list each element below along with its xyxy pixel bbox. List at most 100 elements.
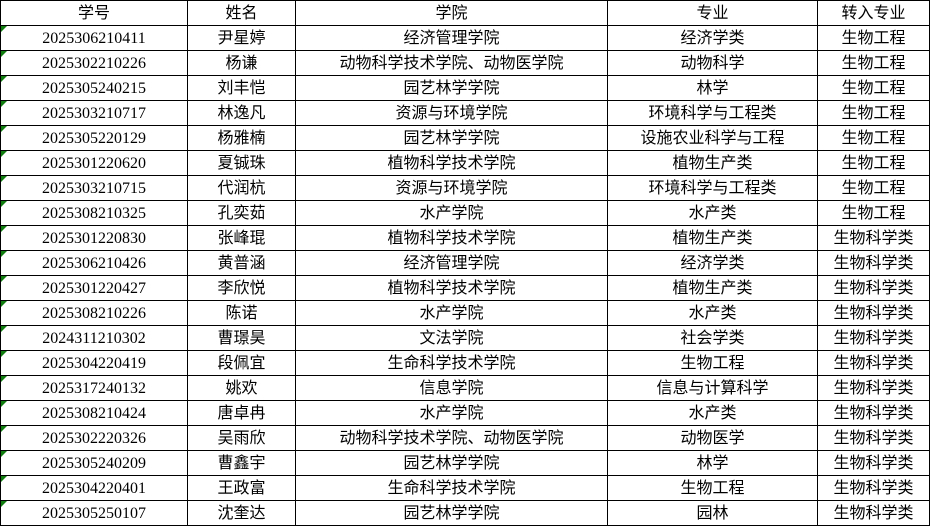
cell-student-id[interactable]: 2025308210325 xyxy=(0,200,188,226)
cell-student-id[interactable]: 2024311210302 xyxy=(0,325,188,351)
cell-college[interactable]: 经济管理学院 xyxy=(295,250,608,276)
cell-major[interactable]: 环境科学与工程类 xyxy=(607,175,818,201)
cell-college[interactable]: 水产学院 xyxy=(295,300,608,326)
cell-name[interactable]: 王政富 xyxy=(187,475,296,501)
cell-student-id[interactable]: 2025301220427 xyxy=(0,275,188,301)
cell-target-major[interactable]: 生物工程 xyxy=(817,25,930,51)
cell-name[interactable]: 段佩宜 xyxy=(187,350,296,376)
cell-student-id[interactable]: 2025306210411 xyxy=(0,25,188,51)
cell-target-major[interactable]: 生物工程 xyxy=(817,75,930,101)
header-cell-college[interactable]: 学院 xyxy=(295,0,608,26)
cell-target-major[interactable]: 生物工程 xyxy=(817,100,930,126)
cell-major[interactable]: 经济学类 xyxy=(607,250,818,276)
cell-name[interactable]: 孔奕茹 xyxy=(187,200,296,226)
cell-major[interactable]: 经济学类 xyxy=(607,25,818,51)
cell-college[interactable]: 园艺林学学院 xyxy=(295,450,608,476)
cell-target-major[interactable]: 生物科学类 xyxy=(817,225,930,251)
cell-target-major[interactable]: 生物工程 xyxy=(817,150,930,176)
cell-name[interactable]: 林逸凡 xyxy=(187,100,296,126)
cell-name[interactable]: 杨谦 xyxy=(187,50,296,76)
cell-college[interactable]: 园艺林学学院 xyxy=(295,500,608,526)
cell-target-major[interactable]: 生物工程 xyxy=(817,175,930,201)
cell-major[interactable]: 林学 xyxy=(607,75,818,101)
cell-college[interactable]: 资源与环境学院 xyxy=(295,100,608,126)
cell-target-major[interactable]: 生物科学类 xyxy=(817,375,930,401)
cell-name[interactable]: 吴雨欣 xyxy=(187,425,296,451)
cell-student-id[interactable]: 2025305220129 xyxy=(0,125,188,151)
cell-name[interactable]: 刘丰恺 xyxy=(187,75,296,101)
cell-college[interactable]: 动物科学技术学院、动物医学院 xyxy=(295,425,608,451)
cell-major[interactable]: 信息与计算科学 xyxy=(607,375,818,401)
cell-name[interactable]: 黄普涵 xyxy=(187,250,296,276)
cell-major[interactable]: 植物生产类 xyxy=(607,150,818,176)
cell-major[interactable]: 社会学类 xyxy=(607,325,818,351)
cell-name[interactable]: 沈奎达 xyxy=(187,500,296,526)
cell-student-id[interactable]: 2025308210424 xyxy=(0,400,188,426)
cell-target-major[interactable]: 生物科学类 xyxy=(817,250,930,276)
cell-target-major[interactable]: 生物科学类 xyxy=(817,400,930,426)
cell-target-major[interactable]: 生物科学类 xyxy=(817,275,930,301)
cell-college[interactable]: 园艺林学学院 xyxy=(295,75,608,101)
cell-college[interactable]: 园艺林学学院 xyxy=(295,125,608,151)
cell-target-major[interactable]: 生物科学类 xyxy=(817,425,930,451)
cell-college[interactable]: 资源与环境学院 xyxy=(295,175,608,201)
cell-student-id[interactable]: 2025301220620 xyxy=(0,150,188,176)
cell-student-id[interactable]: 2025308210226 xyxy=(0,300,188,326)
cell-student-id[interactable]: 2025302210226 xyxy=(0,50,188,76)
cell-student-id[interactable]: 2025317240132 xyxy=(0,375,188,401)
cell-name[interactable]: 唐卓冉 xyxy=(187,400,296,426)
cell-target-major[interactable]: 生物科学类 xyxy=(817,300,930,326)
cell-student-id[interactable]: 2025303210717 xyxy=(0,100,188,126)
cell-major[interactable]: 水产类 xyxy=(607,300,818,326)
cell-student-id[interactable]: 2025305250107 xyxy=(0,500,188,526)
cell-college[interactable]: 经济管理学院 xyxy=(295,25,608,51)
cell-name[interactable]: 曹璟昊 xyxy=(187,325,296,351)
cell-name[interactable]: 代润杭 xyxy=(187,175,296,201)
cell-student-id[interactable]: 2025304220401 xyxy=(0,475,188,501)
cell-name[interactable]: 杨雅楠 xyxy=(187,125,296,151)
cell-major[interactable]: 植物生产类 xyxy=(607,225,818,251)
cell-name[interactable]: 姚欢 xyxy=(187,375,296,401)
cell-major[interactable]: 水产类 xyxy=(607,200,818,226)
cell-college[interactable]: 植物科学技术学院 xyxy=(295,225,608,251)
cell-target-major[interactable]: 生物工程 xyxy=(817,125,930,151)
cell-college[interactable]: 生命科学技术学院 xyxy=(295,475,608,501)
cell-major[interactable]: 水产类 xyxy=(607,400,818,426)
cell-target-major[interactable]: 生物科学类 xyxy=(817,350,930,376)
cell-college[interactable]: 水产学院 xyxy=(295,400,608,426)
cell-name[interactable]: 曹鑫宇 xyxy=(187,450,296,476)
cell-target-major[interactable]: 生物科学类 xyxy=(817,450,930,476)
cell-major[interactable]: 动物医学 xyxy=(607,425,818,451)
cell-college[interactable]: 动物科学技术学院、动物医学院 xyxy=(295,50,608,76)
cell-major[interactable]: 植物生产类 xyxy=(607,275,818,301)
header-cell-major[interactable]: 专业 xyxy=(607,0,818,26)
cell-student-id[interactable]: 2025305240209 xyxy=(0,450,188,476)
cell-major[interactable]: 生物工程 xyxy=(607,350,818,376)
cell-college[interactable]: 信息学院 xyxy=(295,375,608,401)
cell-student-id[interactable]: 2025305240215 xyxy=(0,75,188,101)
cell-name[interactable]: 尹星婷 xyxy=(187,25,296,51)
cell-student-id[interactable]: 2025302220326 xyxy=(0,425,188,451)
cell-college[interactable]: 文法学院 xyxy=(295,325,608,351)
cell-college[interactable]: 水产学院 xyxy=(295,200,608,226)
header-cell-target-major[interactable]: 转入专业 xyxy=(817,0,930,26)
cell-target-major[interactable]: 生物科学类 xyxy=(817,500,930,526)
cell-college[interactable]: 植物科学技术学院 xyxy=(295,150,608,176)
cell-major[interactable]: 设施农业科学与工程 xyxy=(607,125,818,151)
cell-name[interactable]: 夏铖珠 xyxy=(187,150,296,176)
cell-name[interactable]: 张峰琨 xyxy=(187,225,296,251)
cell-target-major[interactable]: 生物工程 xyxy=(817,200,930,226)
cell-major[interactable]: 动物科学 xyxy=(607,50,818,76)
cell-student-id[interactable]: 2025303210715 xyxy=(0,175,188,201)
cell-major[interactable]: 园林 xyxy=(607,500,818,526)
cell-name[interactable]: 李欣悦 xyxy=(187,275,296,301)
header-cell-name[interactable]: 姓名 xyxy=(187,0,296,26)
cell-student-id[interactable]: 2025304220419 xyxy=(0,350,188,376)
cell-student-id[interactable]: 2025301220830 xyxy=(0,225,188,251)
cell-college[interactable]: 生命科学技术学院 xyxy=(295,350,608,376)
cell-student-id[interactable]: 2025306210426 xyxy=(0,250,188,276)
cell-target-major[interactable]: 生物工程 xyxy=(817,50,930,76)
header-cell-student-id[interactable]: 学号 xyxy=(0,0,188,26)
cell-major[interactable]: 生物工程 xyxy=(607,475,818,501)
cell-major[interactable]: 环境科学与工程类 xyxy=(607,100,818,126)
